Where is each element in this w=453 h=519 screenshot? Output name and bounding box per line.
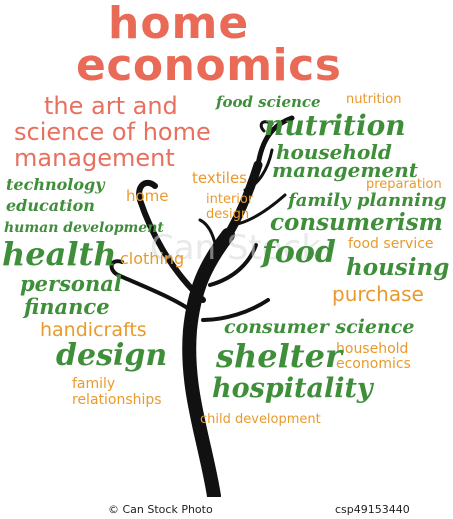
word-consumer-science: consumer science xyxy=(224,316,415,338)
branch-twig xyxy=(198,218,220,260)
branch-right-lower xyxy=(231,193,287,227)
word-purchase: purchase xyxy=(332,282,424,306)
word-family-planning: family planning xyxy=(288,190,447,211)
word-preparation: preparation xyxy=(366,177,442,192)
word-finance: finance xyxy=(24,294,110,319)
word-relationships: relationships xyxy=(72,392,162,408)
word-management: management xyxy=(272,158,418,182)
word-household-econ-line1: household xyxy=(336,341,409,357)
word-design-small: design xyxy=(206,207,250,222)
title-line-home: home xyxy=(108,0,250,49)
branch-left-upper xyxy=(136,179,206,303)
footer-stock-id: csp49153440 xyxy=(335,503,410,516)
word-home: home xyxy=(126,187,169,205)
word-handicrafts: handicrafts xyxy=(40,319,147,341)
word-household-econ-line2: economics xyxy=(336,356,411,372)
word-food: food xyxy=(262,235,336,270)
word-textiles: textiles xyxy=(192,169,247,187)
word-nutrition-small: nutrition xyxy=(346,92,402,107)
branch-right-food xyxy=(208,243,258,287)
branch-right-bottom xyxy=(201,298,270,322)
word-human-development: human development xyxy=(4,220,164,236)
word-interior: interior xyxy=(206,192,254,207)
word-housing: housing xyxy=(346,254,450,281)
word-hospitality: hospitality xyxy=(212,373,373,404)
word-health: health xyxy=(2,235,117,273)
word-consumerism: consumerism xyxy=(270,209,443,236)
word-household: household xyxy=(276,140,392,164)
branch-right-curl xyxy=(259,120,274,133)
word-nutrition-big: nutrition xyxy=(264,109,406,142)
branch-left-mid xyxy=(109,259,199,317)
branch-right-top xyxy=(255,115,295,168)
word-food-science: food science xyxy=(216,93,321,111)
word-personal: personal xyxy=(20,271,122,296)
word-technology: technology xyxy=(6,175,105,194)
tree-trunk-right xyxy=(223,160,263,240)
watermark-text: Can Stock xyxy=(150,228,322,268)
footer-bar xyxy=(0,497,453,519)
branch-right-mid xyxy=(243,148,274,192)
word-art-line3: management xyxy=(14,144,175,172)
title-line-economics: economics xyxy=(76,40,342,91)
word-clothing: clothing xyxy=(120,249,185,268)
word-child-development: child development xyxy=(200,412,321,427)
footer-credit: © Can Stock Photo xyxy=(108,503,213,516)
word-shelter: shelter xyxy=(216,337,342,375)
word-education: education xyxy=(6,196,95,215)
tree-trunk xyxy=(182,228,235,503)
word-family: family xyxy=(72,376,116,392)
word-food-service: food service xyxy=(348,236,434,252)
word-art-line2: science of home xyxy=(14,118,211,146)
word-art-line1: the art and xyxy=(44,92,178,120)
word-design-big: design xyxy=(56,338,168,373)
